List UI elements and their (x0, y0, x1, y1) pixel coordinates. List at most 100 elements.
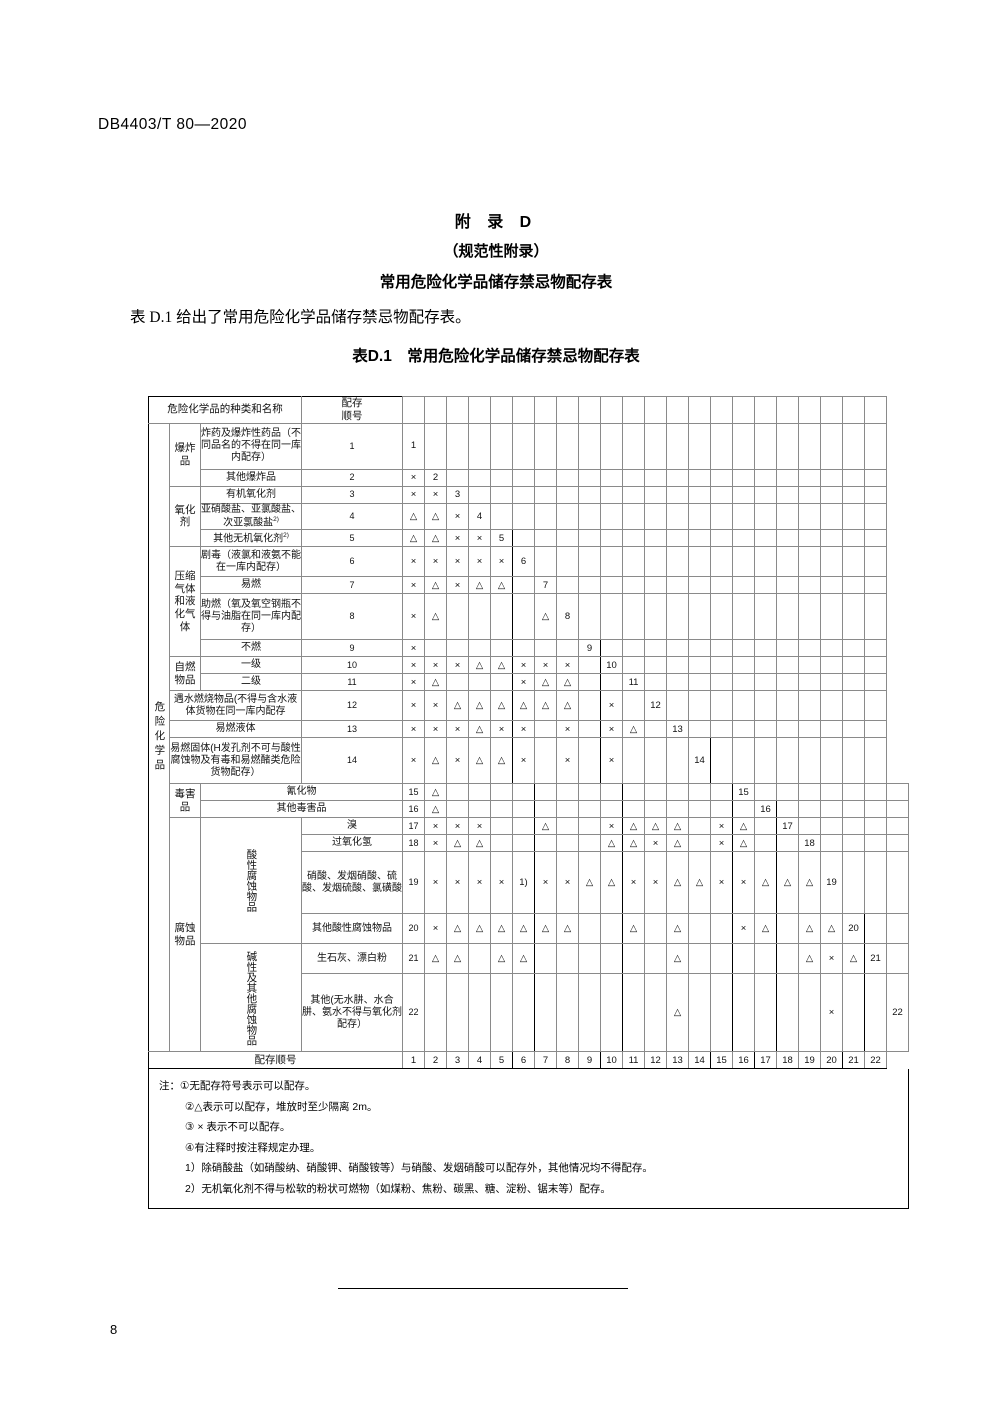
table-row: 毒害品 氰化物 15 △ 15 (149, 783, 909, 819)
cell-empty (864, 834, 887, 853)
cell-empty (666, 656, 689, 675)
cell-empty (820, 783, 843, 802)
cell-r19-c10: × (622, 851, 645, 915)
row-name-7: 易燃 (200, 576, 302, 595)
cell-empty (556, 502, 579, 531)
cell-r18-c9: △ (600, 834, 623, 853)
cell-r21-c4: △ (490, 943, 513, 975)
cell-empty (710, 529, 733, 548)
cell-r21-c7 (556, 943, 579, 975)
order-number-10: 10 (301, 656, 403, 675)
cell-r12-c12: 12 (644, 690, 667, 722)
cell-empty (820, 656, 843, 675)
cell-r14-c11 (622, 737, 645, 785)
cell-r15-c4 (490, 783, 513, 802)
order-number-6: 6 (301, 546, 403, 578)
table-row: 易燃 7 × △ × △ △ 7 (149, 576, 909, 595)
cell-r19-c2: × (446, 851, 469, 915)
cell-empty (688, 468, 711, 487)
cell-r9-c5 (490, 639, 513, 658)
cell-r17-c14: × (710, 817, 733, 836)
cell-empty (644, 576, 667, 595)
cell-empty (864, 656, 887, 675)
group-oxidizer: 氧化剂 (169, 485, 201, 548)
row-name-18: 过氧化氢 (301, 834, 403, 853)
note-item-5: 1）除硝酸盐（如硝酸纳、硝酸钾、硝酸铵等）与硝酸、发烟硝酸可以配存外，其他情况均… (185, 1162, 653, 1175)
cell-empty (820, 546, 843, 578)
order-number-5: 5 (301, 529, 403, 548)
cell-empty (622, 502, 645, 531)
cell-empty (754, 485, 777, 504)
cell-r19-c1: × (424, 851, 447, 915)
note-item-6: 2）无机氧化剂不得与松软的粉状可燃物（如煤粉、焦粉、碳黑、糖、淀粉、锯末等）配存… (185, 1182, 611, 1195)
cell-empty (798, 485, 821, 504)
cell-r21-c15 (732, 943, 755, 975)
cell-empty (490, 485, 513, 504)
cell-r20-c9 (600, 913, 623, 945)
cell-empty (820, 690, 843, 722)
order-number-1: 1 (301, 422, 403, 470)
cell-r9-c9: 9 (578, 639, 601, 658)
cell-r19-c13: △ (688, 851, 711, 915)
cell-empty (864, 546, 887, 578)
header-spacer (600, 396, 623, 424)
cell-empty (798, 529, 821, 548)
bottom-index-15: 15 (710, 1051, 733, 1070)
cell-r10-c7: × (534, 656, 557, 675)
row-name-16: 其他毒害品 (200, 800, 403, 819)
cell-empty (534, 422, 557, 470)
bottom-index-22: 22 (864, 1051, 887, 1070)
cell-r11-c1: × (402, 673, 425, 692)
cell-r17-c17: 17 (776, 817, 799, 836)
cell-empty (666, 546, 689, 578)
cell-empty (864, 783, 887, 802)
cell-empty (644, 656, 667, 675)
cell-empty (886, 783, 909, 802)
cell-empty (754, 656, 777, 675)
cell-r6-c1: × (402, 546, 425, 578)
row-name-4: 亚硝酸盐、亚氯酸盐、次亚氯酸盐2) (200, 502, 302, 531)
cell-empty (622, 656, 645, 675)
cell-r22-c21 (864, 973, 887, 1053)
cell-r15-c12 (666, 783, 689, 802)
cell-r18-c4 (490, 834, 513, 853)
cell-r11-c5 (490, 673, 513, 692)
header-spacer (732, 396, 755, 424)
header-spacer (556, 396, 579, 424)
cell-r20-c7: △ (556, 913, 579, 945)
table-row: 氧化剂 有机氧化剂 3 × × 3 (149, 485, 909, 548)
cell-r17-c6: △ (534, 817, 557, 836)
cell-r15-c2 (446, 783, 469, 802)
table-row: 危险化学品 爆炸品 炸药及爆炸性药品（不同品名的不得在同一库内配存） 1 1 (148, 422, 909, 1053)
cell-empty (820, 720, 843, 739)
cell-r14-c1: × (402, 737, 425, 785)
cell-r11-c9 (578, 673, 601, 692)
cell-empty (512, 529, 535, 548)
cell-r20-c11 (644, 913, 667, 945)
cell-empty (446, 422, 469, 470)
cell-r20-c4: △ (490, 913, 513, 945)
cell-r7-c5: △ (490, 576, 513, 595)
cell-r14-c2: △ (424, 737, 447, 785)
annex-name: 常用危险化学品储存禁忌物配存表 (379, 274, 613, 291)
cell-empty (886, 834, 909, 853)
cell-empty (732, 502, 755, 531)
row-name-14: 易燃固体(H发孔剂不可与酸性腐蚀物及有毒和易燃醏类危险货物配存） (169, 737, 302, 785)
cell-empty (886, 800, 909, 819)
cell-empty (578, 502, 601, 531)
cell-empty (732, 593, 755, 641)
bottom-index-17: 17 (754, 1051, 777, 1070)
row-name-10: 一级 (200, 656, 302, 675)
cell-empty (776, 576, 799, 595)
header-name-cell: 危险化学品的种类和名称 (148, 396, 302, 424)
cell-r17-c3: × (468, 817, 491, 836)
page-number: 8 (110, 1322, 118, 1337)
order-number-16: 16 (402, 800, 425, 819)
row-name-17: 溴 (301, 817, 403, 836)
cell-r18-c2: △ (446, 834, 469, 853)
cell-empty (710, 593, 733, 641)
cell-empty (864, 576, 887, 595)
cell-r18-c6 (534, 834, 557, 853)
bottom-index-19: 19 (798, 1051, 821, 1070)
cell-r8-c6 (512, 593, 535, 641)
